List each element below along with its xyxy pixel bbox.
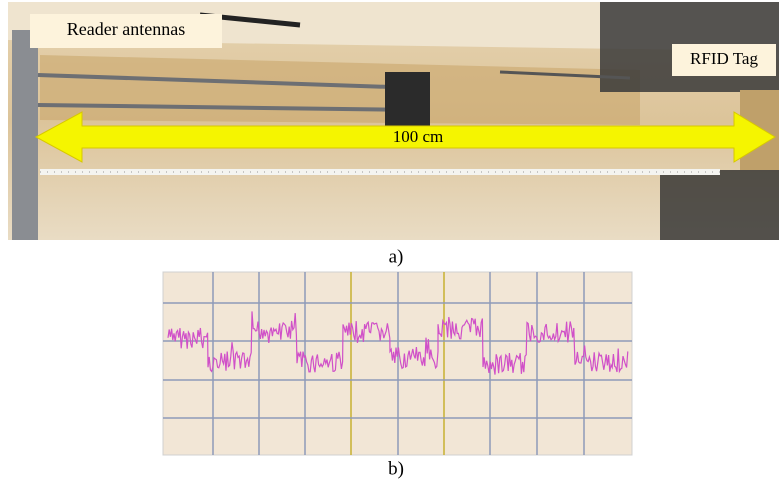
- caption: a): [389, 246, 404, 267]
- right-label: RFID Tag: [690, 49, 758, 68]
- caption: b): [388, 458, 404, 479]
- photo: [8, 2, 779, 240]
- left-label: Reader antennas: [67, 19, 185, 39]
- trace: [167, 311, 629, 375]
- distance-label: 100 cm: [393, 127, 444, 146]
- scope-screen: [162, 271, 633, 456]
